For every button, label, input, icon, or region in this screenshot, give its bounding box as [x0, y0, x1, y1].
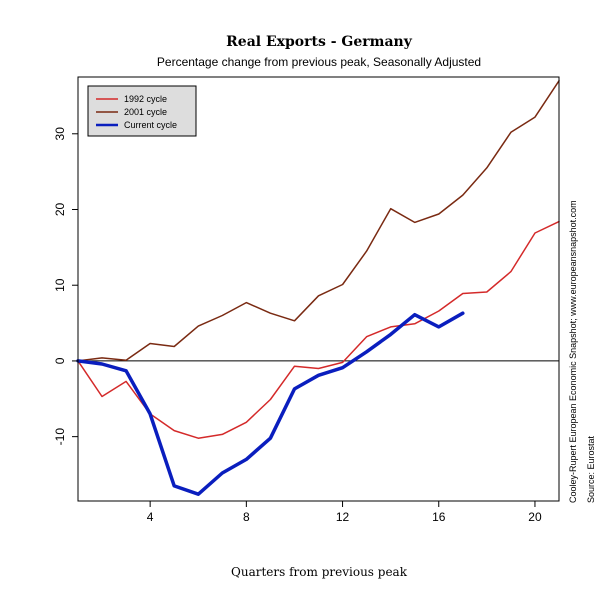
x-tick-label: 20 — [528, 510, 542, 524]
series-line-1992-cycle — [77, 220, 560, 439]
legend-label-2001-cycle: 2001 cycle — [124, 107, 167, 117]
y-tick-label: 30 — [53, 127, 67, 141]
plot-frame — [77, 76, 560, 502]
legend-label-current-cycle: Current cycle — [124, 120, 177, 130]
series-line-current-cycle — [76, 311, 465, 496]
chart-subtitle: Percentage change from previous peak, Se… — [157, 55, 481, 69]
y-tick-label: -10 — [53, 428, 67, 446]
x-axis: 4 8 12 16 20 — [147, 501, 542, 524]
series-line-2001-cycle — [77, 80, 560, 362]
x-tick-label: 4 — [147, 510, 154, 524]
x-axis-label: Quarters from previous peak — [231, 565, 408, 579]
y-tick-label: 20 — [53, 203, 67, 217]
chart-title: Real Exports - Germany — [226, 34, 413, 50]
x-tick-label: 12 — [336, 510, 350, 524]
side-note-credit: Cooley-Rupert European Economic Snapshot… — [568, 200, 578, 503]
plot-area — [76, 76, 560, 502]
side-note-source: Source: Eurostat — [586, 435, 596, 503]
legend-label-1992-cycle: 1992 cycle — [124, 94, 167, 104]
legend-box — [87, 85, 197, 137]
legend: 1992 cycle 2001 cycle Current cycle — [87, 85, 197, 137]
y-tick-label: 10 — [53, 278, 67, 292]
x-tick-label: 8 — [243, 510, 250, 524]
x-tick-label: 16 — [432, 510, 446, 524]
y-tick-label: 0 — [53, 357, 67, 364]
y-axis: -10 0 10 20 30 — [53, 127, 78, 446]
